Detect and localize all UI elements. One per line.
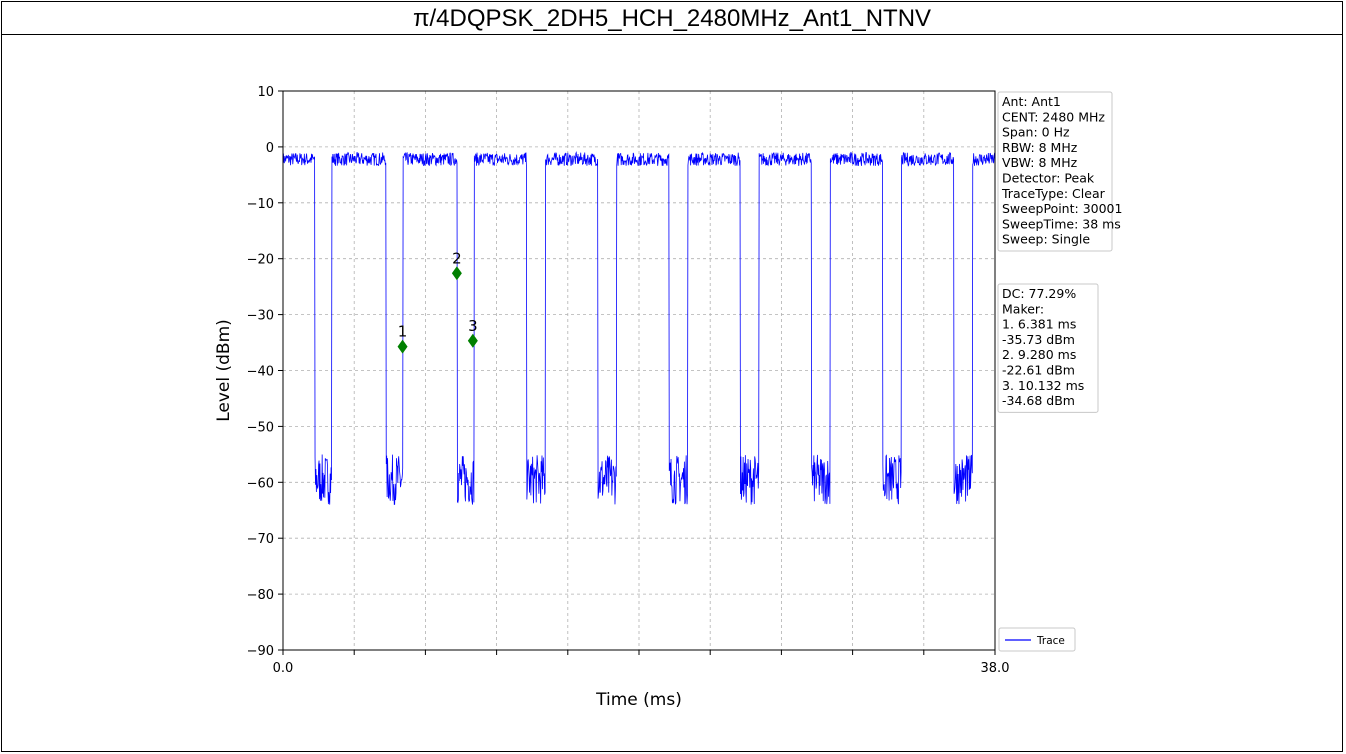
grid (283, 90, 995, 651)
legend-frame (998, 627, 1076, 652)
y-tick-label: −50 (247, 420, 274, 435)
y-tick-label: −40 (247, 365, 274, 380)
y-tick-label: 0 (266, 141, 274, 156)
box-line: Detector: Peak (1002, 171, 1095, 186)
box-line: Maker: (1002, 301, 1044, 316)
y-tick-label: −30 (247, 309, 274, 324)
box-line: -35.73 dBm (1002, 332, 1075, 347)
y-tick-label: −60 (247, 476, 274, 491)
marker-point (397, 339, 408, 354)
y-tick-label: −10 (247, 197, 274, 212)
y-tick-label: −70 (247, 532, 274, 547)
box-line: TraceType: Clear (1001, 186, 1106, 201)
box-line: SweepPoint: 30001 (1002, 201, 1122, 216)
x-axis-label: Time (ms) (595, 690, 682, 710)
box-line: -22.61 dBm (1002, 363, 1075, 378)
box-line: Span: 0 Hz (1002, 125, 1070, 140)
marker-point (467, 333, 478, 348)
box-frame (997, 91, 1113, 252)
y-tick-label: −80 (247, 588, 274, 603)
trace-layer (282, 151, 996, 505)
y-tick-label: −20 (247, 253, 274, 268)
marker-layer: 1 2 3 (397, 249, 478, 354)
legend-label: Trace (1036, 635, 1065, 647)
x-tick-label: 0.0 (273, 661, 294, 676)
legend: Trace (998, 627, 1076, 652)
box-line: 2. 9.280 ms (1002, 347, 1076, 362)
box-frame (997, 283, 1099, 413)
box-line: VBW: 8 MHz (1002, 155, 1078, 170)
y-tick-label: −90 (247, 644, 274, 659)
marker-readout-box: DC: 77.29%Maker:1. 6.381 ms -35.73 dBm2.… (997, 283, 1099, 413)
box-line: 3. 10.132 ms (1002, 378, 1084, 393)
marker-label: 2 (452, 249, 462, 267)
axis-ticks: 10 0 −10 −20 −30 −40 −50 −60 −70 −80 −90 0.0 38.0 (247, 85, 1010, 676)
box-line: RBW: 8 MHz (1002, 140, 1078, 155)
title-bar: π/4DQPSK_2DH5_HCH_2480MHz_Ant1_NTNV (2, 2, 1342, 35)
y-tick-label: 10 (257, 85, 274, 100)
marker-label: 3 (468, 317, 478, 335)
box-line: DC: 77.29% (1002, 286, 1076, 301)
box-line: Ant: Ant1 (1002, 94, 1061, 109)
box-line: Sweep: Single (1002, 232, 1090, 247)
marker-point (451, 266, 462, 281)
box-line: SweepTime: 38 ms (1002, 216, 1121, 231)
x-tick-label: 38.0 (981, 661, 1010, 676)
trace-line (282, 151, 996, 505)
box-line: 1. 6.381 ms (1002, 317, 1076, 332)
y-axis-label: Level (dBm) (214, 319, 234, 422)
page-title: π/4DQPSK_2DH5_HCH_2480MHz_Ant1_NTNV (412, 5, 932, 32)
box-line: -34.68 dBm (1002, 393, 1075, 408)
marker-label: 1 (398, 323, 408, 341)
box-line: CENT: 2480 MHz (1002, 109, 1105, 124)
